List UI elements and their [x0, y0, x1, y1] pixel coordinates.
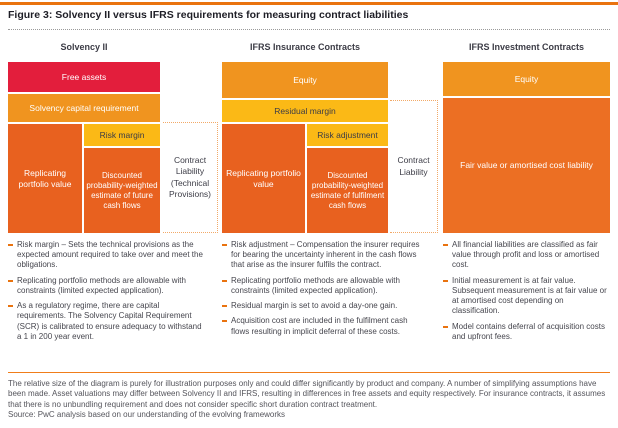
- box-risk-margin: Risk margin: [84, 124, 160, 146]
- bullet-item: Model contains deferral of acquisition c…: [443, 322, 613, 342]
- box-free-assets: Free assets: [8, 62, 160, 92]
- source-text: Source: PwC analysis based on our unders…: [8, 410, 286, 419]
- column-header-ifrs-investment: IFRS Investment Contracts: [468, 42, 585, 52]
- box-solvency-capital-requirement: Solvency capital requirement: [8, 94, 160, 122]
- column-header-ifrs-insurance: IFRS Insurance Contracts: [249, 42, 361, 52]
- box-fair-value-or-amortised-cost-liability: Fair value or amortised cost liability: [443, 98, 610, 233]
- footnote-divider-rule: [8, 372, 610, 373]
- box-discounted-fulfilment-cash-flows: Discounted probability-weighted estimate…: [307, 148, 388, 233]
- bullet-item: Acquisition cost are included in the ful…: [222, 316, 426, 336]
- bullet-item: Risk adjustment – Compensation the insur…: [222, 240, 426, 271]
- box-discounted-future-cash-flows: Discounted probability-weighted estimate…: [84, 148, 160, 233]
- contract-liability-bracket-insurance: Contract Liability: [390, 100, 438, 233]
- footnote-text: The relative size of the diagram is pure…: [8, 379, 606, 409]
- bullet-item: Risk margin – Sets the technical provisi…: [8, 240, 206, 271]
- contract-liability-bracket-solvency: Contract Liability (Technical Provisions…: [163, 122, 218, 233]
- bullet-item: All financial liabilities are classified…: [443, 240, 613, 271]
- bullet-item: Replicating portfolio methods are allowa…: [8, 276, 206, 296]
- ifrs-insurance-bullet-list: Risk adjustment – Compensation the insur…: [222, 240, 426, 342]
- column-header-solvency-ii: Solvency II: [60, 42, 108, 52]
- box-residual-margin: Residual margin: [222, 100, 388, 122]
- top-accent-rule: [0, 2, 618, 5]
- bullet-item: Initial measurement is at fair value. Su…: [443, 276, 613, 317]
- box-replicating-portfolio-value-solvency: Replicating portfolio value: [8, 124, 82, 233]
- box-risk-adjustment: Risk adjustment: [307, 124, 388, 146]
- title-dotted-divider: [8, 29, 610, 30]
- bullet-item: Residual margin is set to avoid a day-on…: [222, 301, 426, 311]
- bullet-item: Replicating portfolio methods are allowa…: [222, 276, 426, 296]
- box-equity-investment: Equity: [443, 62, 610, 96]
- box-replicating-portfolio-value-insurance: Replicating portfolio value: [222, 124, 305, 233]
- bullet-item: As a regulatory regime, there are capita…: [8, 301, 206, 342]
- figure-title: Figure 3: Solvency II versus IFRS requir…: [8, 9, 409, 21]
- ifrs-investment-bullet-list: All financial liabilities are classified…: [443, 240, 613, 347]
- box-equity-insurance: Equity: [222, 62, 388, 98]
- solvency-ii-bullet-list: Risk margin – Sets the technical provisi…: [8, 240, 206, 347]
